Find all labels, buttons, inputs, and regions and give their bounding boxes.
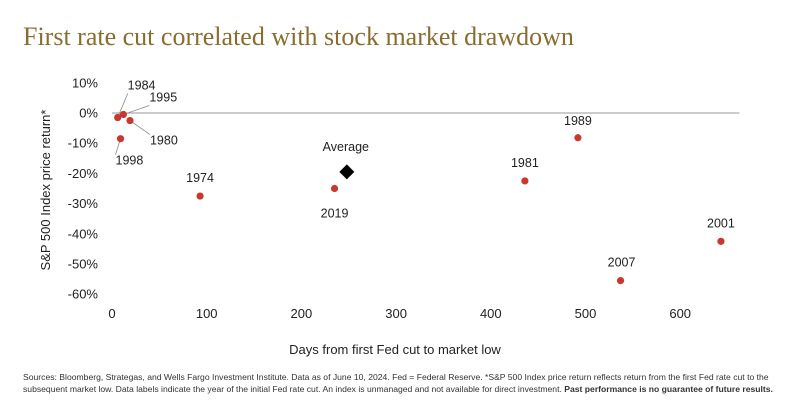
data-point-1981 [521, 177, 529, 185]
leader-line-1995 [123, 105, 150, 115]
point-label-1980: 1980 [150, 134, 178, 148]
y-tick-label: 10% [72, 75, 98, 90]
average-label: Average [323, 140, 369, 154]
y-tick-label: -30% [68, 196, 99, 211]
point-label-2007: 2007 [608, 256, 636, 270]
data-point-1998 [116, 135, 125, 143]
data-point-2019 [330, 184, 339, 193]
point-label-2001: 2001 [707, 216, 735, 230]
point-label-1984: 1984 [128, 79, 156, 93]
x-axis-ticks: 0 100 200 300 400 500 600 [108, 306, 691, 321]
footer-text: Sources: Bloomberg, Strategas, and Wells… [23, 372, 769, 394]
average-marker [339, 164, 355, 180]
data-point-1984 [114, 113, 122, 122]
y-tick-label: -10% [68, 136, 99, 151]
x-tick-label: 500 [575, 306, 597, 321]
data-point-2001 [717, 237, 725, 245]
data-point-2007 [616, 277, 625, 285]
point-label-1998: 1998 [116, 154, 144, 168]
data-point-1980 [126, 116, 134, 125]
y-tick-label: -50% [68, 257, 99, 272]
point-label-1989: 1989 [564, 114, 592, 128]
y-axis-label: S&P 500 Index price return* [38, 110, 53, 271]
leader-line-1980 [129, 120, 151, 135]
x-axis-label: Days from first Fed cut to market low [289, 342, 501, 357]
y-tick-label: 0% [79, 106, 98, 121]
footer-note: Sources: Bloomberg, Strategas, and Wells… [23, 371, 783, 395]
leader-lines [115, 93, 151, 155]
data-point-1974 [196, 192, 204, 200]
y-tick-label: -60% [68, 287, 99, 302]
point-label-1995: 1995 [149, 91, 177, 105]
y-axis-ticks: 10% 0% -10% -20% -30% -40% -50% -60% [68, 75, 99, 301]
leader-line-1984 [117, 93, 129, 118]
y-tick-label: -40% [68, 226, 99, 241]
data-points [114, 110, 725, 285]
chart-title: First rate cut correlated with stock mar… [23, 22, 574, 51]
point-label-1974: 1974 [186, 171, 214, 185]
x-tick-label: 100 [196, 306, 218, 321]
footer-disclaimer: Past performance is no guarantee of futu… [564, 384, 773, 394]
data-point-1989 [574, 134, 582, 142]
x-tick-label: 300 [385, 306, 407, 321]
y-tick-label: -20% [68, 166, 99, 181]
point-label-1981: 1981 [511, 156, 539, 170]
point-label-2019: 2019 [321, 207, 349, 221]
average-marker-group: Average [323, 140, 369, 180]
x-tick-label: 600 [669, 306, 691, 321]
data-point-1995 [119, 110, 127, 119]
x-tick-label: 0 [108, 306, 115, 321]
x-tick-label: 400 [480, 306, 502, 321]
x-tick-label: 200 [291, 306, 313, 321]
